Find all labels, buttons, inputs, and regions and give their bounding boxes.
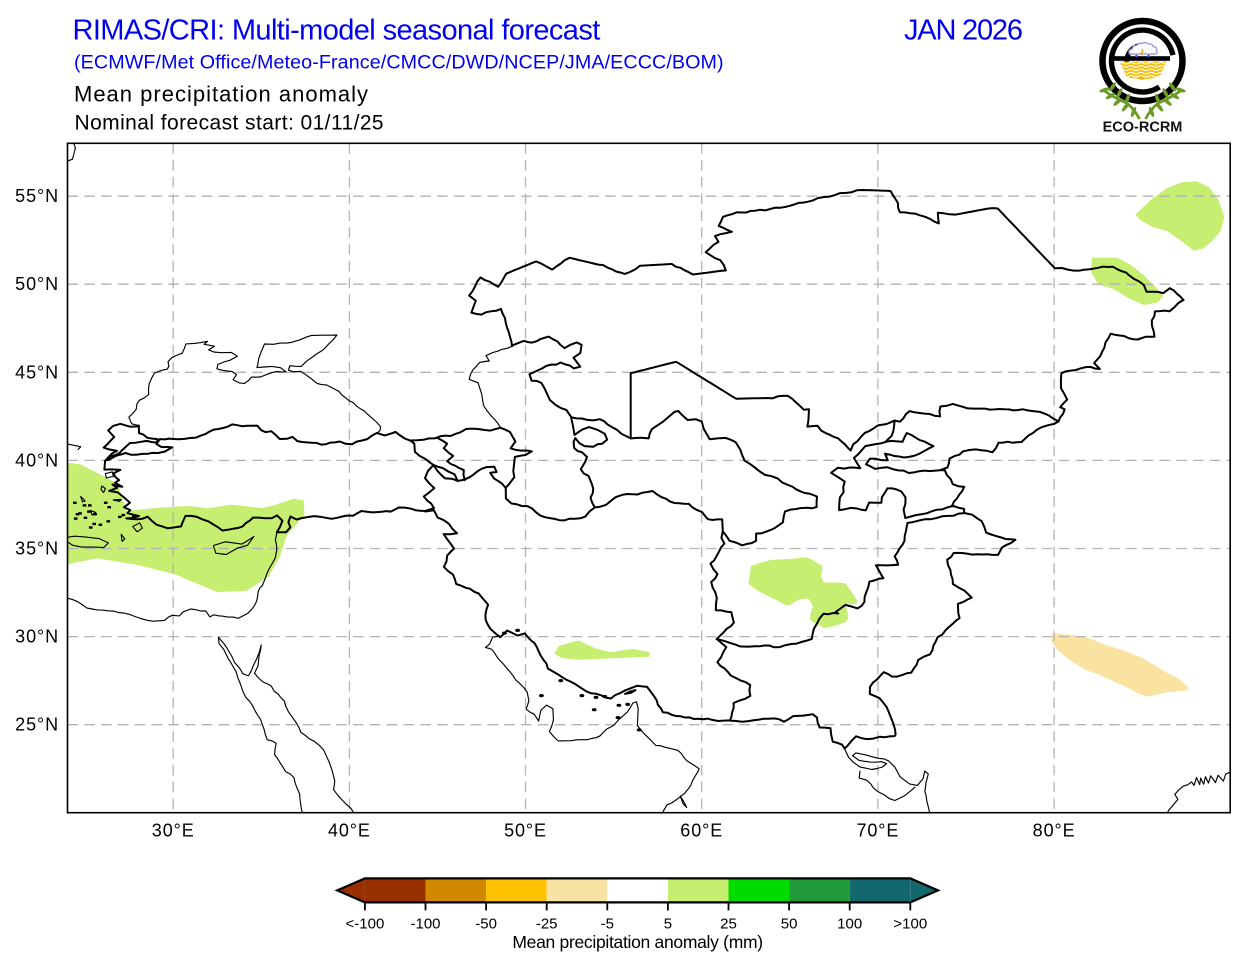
svg-text:30°N: 30°N (15, 627, 59, 647)
svg-text:55°N: 55°N (15, 186, 59, 206)
svg-text:JAN 2026: JAN 2026 (904, 14, 1022, 46)
svg-text:25: 25 (720, 916, 737, 933)
svg-text:5: 5 (664, 916, 672, 933)
svg-text:40°E: 40°E (328, 821, 371, 841)
svg-text:<-100: <-100 (346, 916, 385, 933)
svg-text:-100: -100 (410, 916, 440, 933)
svg-text:35°N: 35°N (15, 539, 59, 559)
svg-text:80°E: 80°E (1033, 821, 1076, 841)
svg-text:-50: -50 (475, 916, 497, 933)
svg-text:(ECMWF/Met Office/Meteo-France: (ECMWF/Met Office/Meteo-France/CMCC/DWD/… (74, 52, 724, 74)
svg-text:Mean precipitation anomaly: Mean precipitation anomaly (74, 82, 369, 107)
svg-text:ECO-RCRM: ECO-RCRM (1103, 120, 1183, 136)
svg-text:30°E: 30°E (152, 821, 195, 841)
svg-text:60°E: 60°E (680, 821, 723, 841)
svg-text:-5: -5 (601, 916, 614, 933)
svg-text:Mean precipitation anomaly (mm: Mean precipitation anomaly (mm) (512, 932, 762, 952)
svg-text:100: 100 (837, 916, 862, 933)
svg-text:>100: >100 (893, 916, 927, 933)
svg-text:40°N: 40°N (15, 450, 59, 470)
svg-text:25°N: 25°N (15, 715, 59, 735)
svg-text:70°E: 70°E (856, 821, 899, 841)
svg-text:RIMAS/CRI: Multi-model seasona: RIMAS/CRI: Multi-model seasonal forecast (73, 14, 601, 46)
svg-text:50°N: 50°N (15, 274, 59, 294)
svg-text:50: 50 (781, 916, 798, 933)
svg-text:50°E: 50°E (504, 821, 547, 841)
svg-text:-25: -25 (536, 916, 558, 933)
svg-text:45°N: 45°N (15, 362, 59, 382)
svg-text:Nominal forecast start: 01/11/: Nominal forecast start: 01/11/25 (75, 112, 385, 135)
